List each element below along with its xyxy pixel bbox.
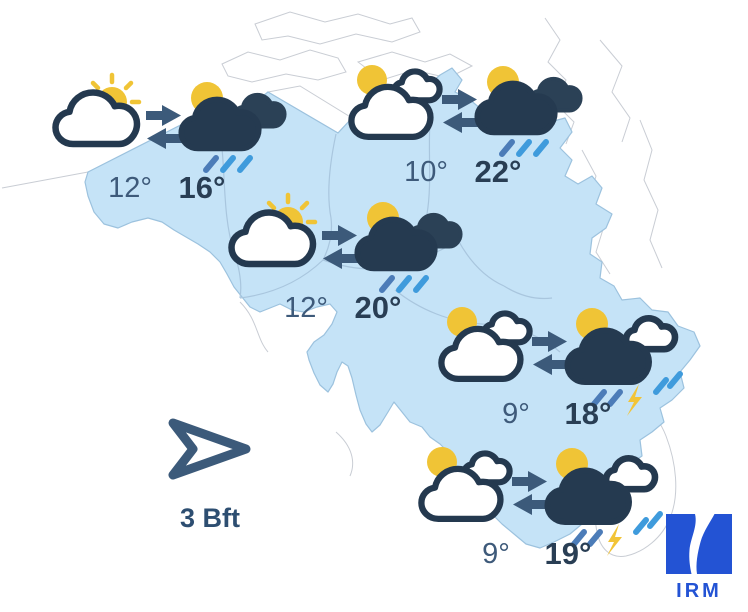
sun-rain-clouds-icon xyxy=(178,82,287,173)
transition-arrows-icon xyxy=(442,89,478,133)
high-temperature: 16° xyxy=(178,170,226,205)
station-southeast: 9° 18° xyxy=(438,292,688,452)
transition-arrows-icon xyxy=(322,225,358,269)
low-temperature: 12° xyxy=(284,292,328,324)
irm-logo-text: IRM xyxy=(676,580,722,602)
sun-thunderstorm-icon xyxy=(544,448,663,556)
station-northeast: 10° 22° xyxy=(348,50,598,210)
sun-cloud-icon xyxy=(52,72,142,148)
sun-clouds-icon xyxy=(348,65,443,140)
irm-logo: IRM xyxy=(666,514,732,603)
sun-rain-clouds-icon xyxy=(354,202,463,293)
sun-cloud-icon xyxy=(228,192,318,268)
wind-indicator: 3 Bft xyxy=(140,414,280,534)
low-temperature: 10° xyxy=(404,156,448,188)
sun-clouds-icon xyxy=(438,307,533,382)
transition-arrows-icon xyxy=(532,331,568,375)
high-temperature: 18° xyxy=(564,396,612,431)
wind-speed-label: 3 Bft xyxy=(180,503,240,533)
low-temperature: 12° xyxy=(108,172,152,204)
transition-arrows-icon xyxy=(512,471,548,515)
station-center: 12° 20° xyxy=(228,186,478,346)
station-west: 12° 16° xyxy=(52,66,302,226)
low-temperature: 9° xyxy=(482,538,510,570)
transition-arrows-icon xyxy=(146,105,182,149)
wind-direction-arrow-icon xyxy=(168,418,250,480)
sun-thunderstorm-icon xyxy=(564,308,683,416)
sun-rain-clouds-icon xyxy=(474,66,583,157)
high-temperature: 20° xyxy=(354,290,402,325)
station-south: 9° 19° xyxy=(418,432,668,592)
sun-clouds-icon xyxy=(418,447,513,522)
high-temperature: 22° xyxy=(474,154,522,189)
low-temperature: 9° xyxy=(502,398,530,430)
high-temperature: 19° xyxy=(544,536,592,571)
irm-logo-icon xyxy=(666,514,732,574)
